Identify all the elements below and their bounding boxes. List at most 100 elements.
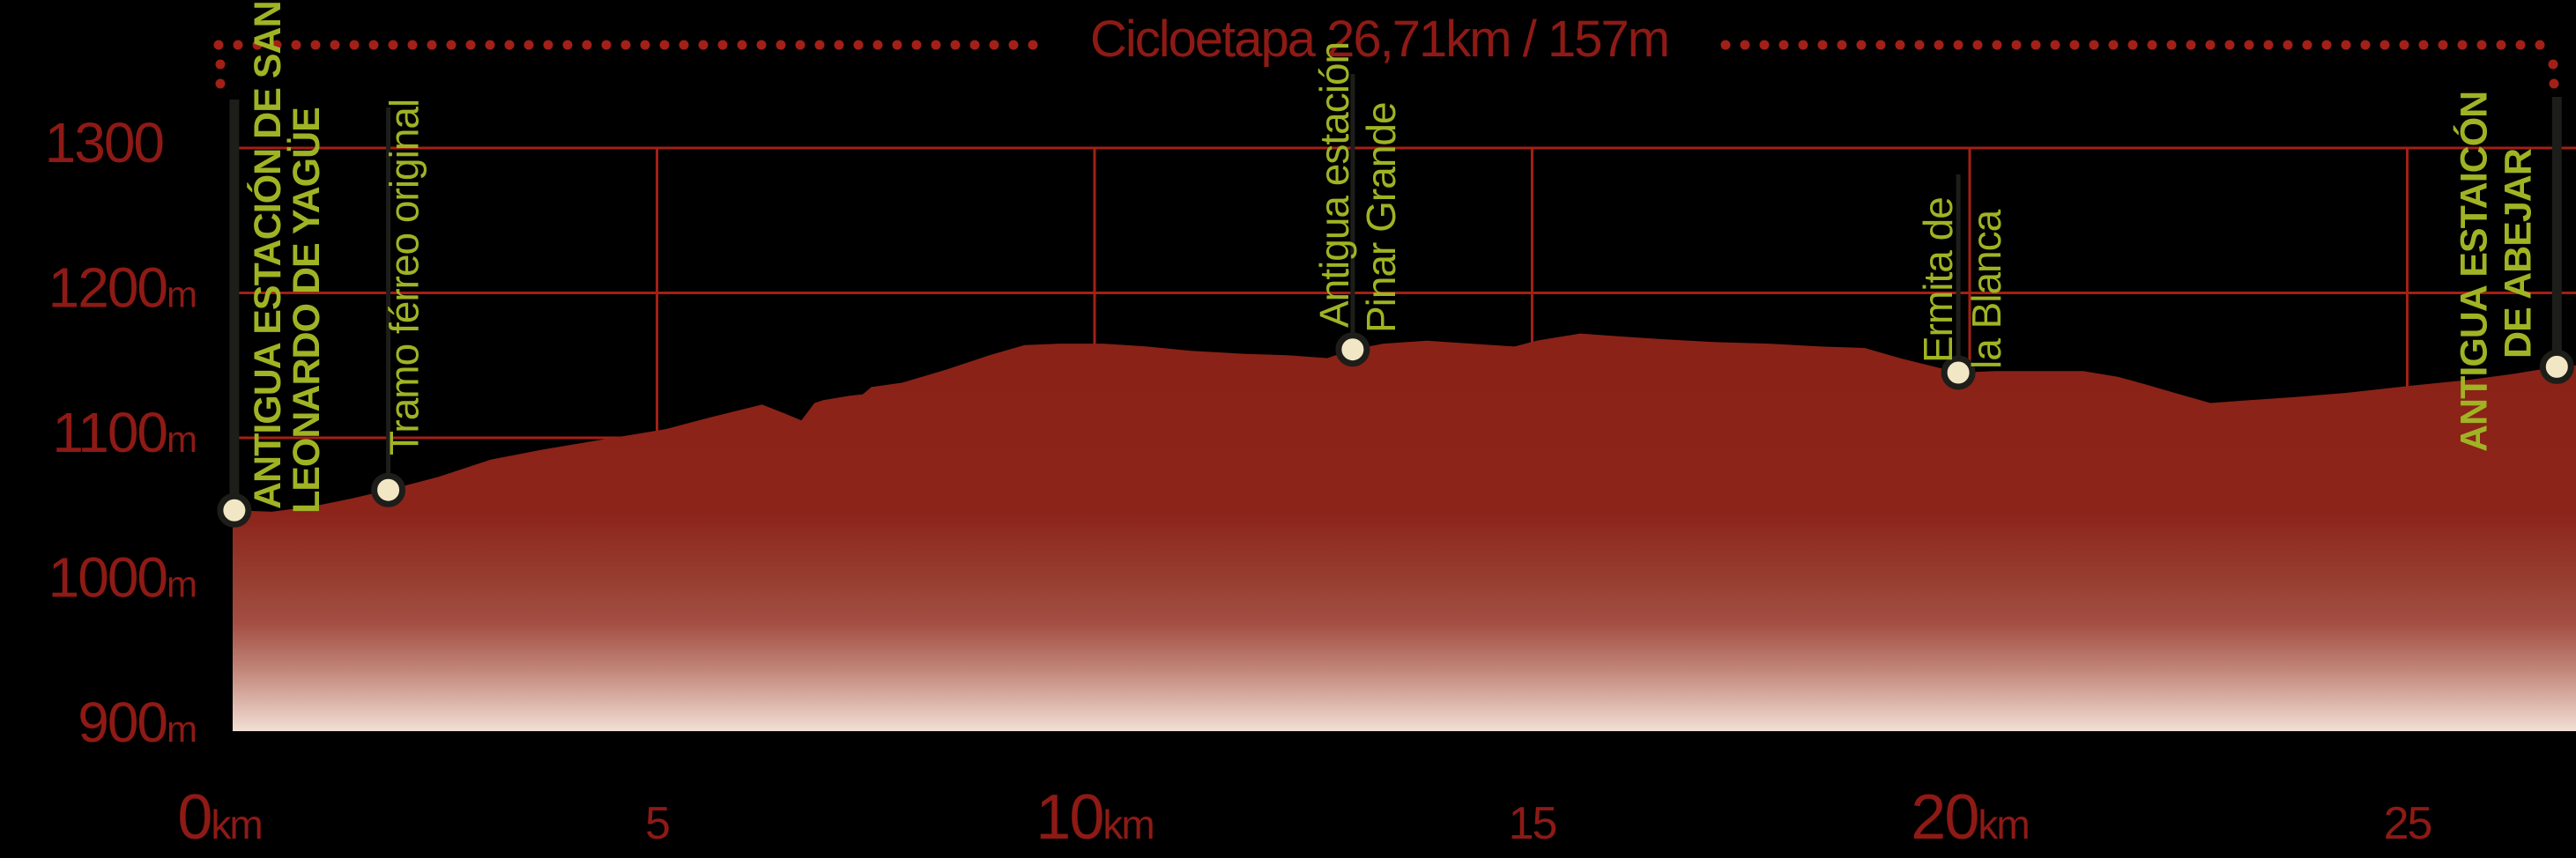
x-axis-value: 0	[177, 782, 211, 853]
leader-dot	[2302, 40, 2312, 50]
leader-dot	[388, 40, 398, 50]
leader-dot	[1008, 40, 1019, 50]
leader-dot	[215, 78, 226, 89]
x-axis-unit: km	[211, 802, 261, 847]
leader-dot	[349, 40, 360, 50]
leader-dot	[582, 40, 592, 50]
waypoint-bar-4	[2551, 97, 2562, 367]
leader-dot	[2089, 40, 2099, 50]
leader-dot	[1875, 40, 1886, 50]
leader-dot	[252, 40, 263, 50]
leader-dot	[504, 40, 515, 50]
waypoint-label-0-line-0: ANTIGUA ESTACIÓN DE SAN	[246, 1, 289, 509]
leader-dot	[776, 40, 786, 50]
y-axis-label-1000: 1000m	[48, 546, 196, 610]
leader-dot	[2418, 40, 2429, 50]
leader-dot	[1856, 40, 1867, 50]
y-axis-unit: m	[167, 418, 196, 460]
leader-dot	[1740, 40, 1750, 50]
y-axis-label-900: 900m	[78, 691, 196, 754]
leader-dot	[717, 40, 728, 50]
leader-dot	[679, 40, 689, 50]
leader-dot	[523, 40, 534, 50]
leader-dot	[213, 40, 224, 50]
leader-dot	[2399, 40, 2409, 50]
leader-dot	[1914, 40, 1925, 50]
leader-dot	[1972, 40, 1983, 50]
waypoint-label-3-line-1: la Blanca	[1964, 209, 2009, 369]
x-axis-value: 25	[2384, 798, 2431, 849]
waypoint-dot-4	[2539, 349, 2574, 384]
leader-dot	[485, 40, 495, 50]
leader-dot	[1992, 40, 2002, 50]
leader-dot	[2548, 59, 2558, 70]
leader-dot	[543, 40, 553, 50]
leader-dot	[2549, 78, 2559, 89]
leader-dot	[892, 40, 902, 50]
x-axis-label-20km: 20km	[1911, 782, 2028, 853]
waypoint-dot-1	[371, 472, 406, 507]
leader-dot	[931, 40, 941, 50]
waypoint-bar-3	[1956, 174, 1961, 373]
leader-dot	[407, 40, 418, 50]
waypoint-label-0-line-1: LEONARDO DE YAGÜE	[286, 107, 328, 514]
x-axis-value: 10	[1036, 782, 1102, 853]
leader-dot	[2283, 40, 2293, 50]
leader-dot	[562, 40, 573, 50]
y-axis-unit: m	[167, 708, 196, 750]
leader-dot	[1759, 40, 1770, 50]
leader-dot	[1720, 40, 1731, 50]
leader-dot	[1837, 40, 1847, 50]
leader-dot	[2186, 40, 2196, 50]
leader-dot	[1934, 40, 1944, 50]
waypoint-label-3-line-0: Ermita de	[1915, 197, 1961, 363]
leader-dot	[2515, 40, 2526, 50]
leader-dot	[814, 40, 825, 50]
waypoint-markers	[217, 74, 2574, 528]
leader-dot	[2069, 40, 2080, 50]
leader-dot	[911, 40, 922, 50]
leader-dot	[2244, 40, 2254, 50]
waypoint-label-4-line-1: DE ABEJAR	[2497, 148, 2539, 359]
leader-dot	[330, 40, 340, 50]
leader-dot	[2496, 40, 2506, 50]
waypoint-label-2-line-1: Pinar Grande	[1358, 102, 1404, 333]
y-axis-unit: m	[167, 274, 196, 315]
leader-dot	[2147, 40, 2157, 50]
waypoint-label-2-line-0: Antigua estación	[1311, 42, 1357, 328]
x-axis-unit: km	[1978, 802, 2028, 847]
leader-dot	[233, 40, 243, 50]
y-axis-label-1200: 1200m	[48, 256, 196, 320]
waypoint-bar-0	[229, 100, 240, 511]
leader-dot	[989, 40, 999, 50]
leader-dot	[2050, 40, 2060, 50]
y-axis-value: 1300	[45, 111, 164, 174]
waypoint-dot-0	[217, 492, 252, 528]
dotted-leader-line	[213, 40, 2559, 89]
x-axis-value: 20	[1911, 782, 1978, 853]
leader-dot	[2224, 40, 2235, 50]
leader-dot	[427, 40, 437, 50]
y-axis-label-1100: 1100m	[52, 401, 196, 464]
leader-dot	[601, 40, 612, 50]
leader-dot	[2438, 40, 2448, 50]
waypoint-label-4-line-0: ANTIGUA ESTAICÓN	[2452, 92, 2495, 452]
x-axis-label-5km: 5	[645, 798, 669, 849]
leader-dot	[756, 40, 767, 50]
y-axis-value: 1000	[48, 546, 167, 610]
leader-dot	[872, 40, 883, 50]
elevation-area	[233, 333, 2576, 731]
leader-dot	[2205, 40, 2216, 50]
leader-dot	[2379, 40, 2390, 50]
leader-dot	[2476, 40, 2487, 50]
leader-dot	[2360, 40, 2371, 50]
y-axis-value: 1200	[48, 256, 167, 320]
x-axis-value: 15	[1509, 798, 1556, 849]
leader-dot	[2341, 40, 2351, 50]
waypoint-dot-3	[1941, 355, 1976, 390]
waypoint-dot-2	[1335, 332, 1370, 367]
leader-dot	[620, 40, 631, 50]
x-axis-label-25km: 25	[2384, 798, 2431, 849]
